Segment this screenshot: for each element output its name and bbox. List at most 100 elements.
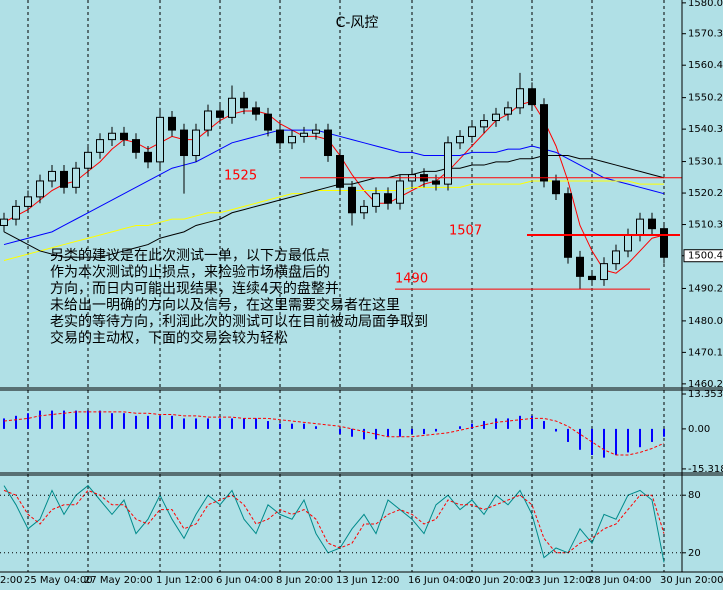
- candle-body: [36, 180, 44, 198]
- candle-body: [12, 205, 20, 220]
- candle-body: [432, 180, 440, 185]
- y-tick-label: 20: [688, 548, 701, 559]
- candle-body: [444, 142, 452, 185]
- y-tick-label: 1490.20: [688, 283, 723, 294]
- x-tick-label: 6 Jun 04:00: [216, 575, 273, 586]
- y-tick-label: 1580.00: [688, 0, 723, 9]
- candle-body: [648, 218, 656, 230]
- annotation: 另类的建议是在此次测试一单，以下方最低点: [50, 248, 330, 264]
- y-tick-label: -15.318: [688, 464, 723, 475]
- y-tick-label: 1520.20: [688, 188, 723, 199]
- annotation: 老实的等待方向，利润此次的测试可以在目前被动局面争取到: [50, 313, 428, 330]
- stochastic-line: [3, 484, 665, 563]
- moving-average: [3, 129, 665, 246]
- candle-body: [132, 139, 140, 153]
- candle-body: [216, 110, 224, 118]
- y-tick-label: 0.00: [688, 424, 710, 435]
- candle-body: [480, 120, 488, 128]
- annotation: 方向，而日内可能出现结果，连续4天的盘整并: [50, 280, 339, 297]
- stochastic-line: [3, 489, 665, 554]
- candle-body: [156, 116, 164, 163]
- x-tick-label: 28 Jun 04:00: [588, 575, 652, 586]
- y-tick-label: 1570.30: [688, 29, 723, 40]
- annotation: 未给出一明确的方向以及信号，在这里需要交易者在这里: [50, 297, 400, 314]
- candle-body: [360, 205, 368, 214]
- candle-body: [108, 132, 116, 141]
- candle-body: [612, 250, 620, 265]
- x-tick-label: 23 Jun 12:00: [528, 575, 592, 586]
- candle-body: [228, 97, 236, 118]
- y-tick-label: 1470.10: [688, 347, 723, 358]
- moving-average: [3, 155, 665, 258]
- candle-body: [576, 256, 584, 277]
- candle-body: [204, 110, 212, 131]
- x-tick-label: 2:00: [0, 575, 22, 586]
- y-tick-label: 1540.30: [688, 124, 723, 135]
- candle-body: [120, 132, 128, 141]
- annotation: 交易的主动权，下面的交易会较为轻松: [50, 330, 288, 347]
- y-tick-label: 13.353: [688, 389, 723, 400]
- candle-body: [168, 116, 176, 131]
- candle-body: [84, 151, 92, 169]
- y-tick-label: 1460.20: [688, 379, 723, 390]
- signal-line: [3, 411, 665, 456]
- candle-body: [336, 155, 344, 188]
- candle-body: [48, 170, 56, 182]
- candle-body: [636, 218, 644, 236]
- candle-body: [192, 129, 200, 157]
- annotation: 作为本次测试的止损点，来检验市场横盘后的: [50, 264, 330, 281]
- candle-body: [372, 193, 380, 207]
- candle-body: [624, 234, 632, 252]
- y-tick-label: 1500.49: [688, 251, 723, 262]
- candle-body: [348, 186, 356, 214]
- x-tick-label: 1 Jun 12:00: [156, 575, 213, 586]
- candle-body: [0, 218, 8, 226]
- y-tick-label: 1560.40: [688, 60, 723, 71]
- x-tick-label: 8 Jun 20:00: [276, 575, 333, 586]
- x-tick-label: 20 Jun 20:00: [468, 575, 532, 586]
- candle-body: [240, 97, 248, 109]
- candle-body: [24, 196, 32, 207]
- level-label: 1490: [395, 272, 428, 287]
- candle-body: [600, 263, 608, 281]
- candle-body: [180, 129, 188, 157]
- y-tick-label: 80: [688, 490, 701, 501]
- candle-body: [588, 275, 596, 281]
- x-tick-label: 13 Jun 12:00: [336, 575, 400, 586]
- level-label: 1525: [224, 169, 257, 184]
- x-tick-label: 16 Jun 04:00: [408, 575, 472, 586]
- moving-average: [3, 100, 665, 274]
- candle-body: [324, 129, 332, 157]
- candle-body: [468, 126, 476, 137]
- y-tick-label: 1530.10: [688, 157, 723, 168]
- candle-body: [504, 107, 512, 115]
- current-price-box: [683, 249, 723, 263]
- y-tick-label: 1510.30: [688, 220, 723, 231]
- candle-body: [516, 88, 524, 109]
- candle-body: [144, 151, 152, 163]
- level-label: 1507: [449, 224, 482, 239]
- candle-body: [312, 129, 320, 134]
- candle-body: [456, 135, 464, 144]
- candle-body: [60, 170, 68, 188]
- candle-body: [492, 113, 500, 122]
- candle-body: [96, 139, 104, 153]
- candle-body: [384, 193, 392, 204]
- candle-body: [276, 129, 284, 144]
- candle-body: [396, 180, 404, 204]
- x-tick-label: 30 Jun 20:00: [660, 575, 723, 586]
- y-tick-label: 1550.20: [688, 93, 723, 104]
- candle-body: [528, 88, 536, 106]
- y-tick-label: 1480.00: [688, 316, 723, 327]
- candle-body: [660, 228, 668, 258]
- x-tick-label: 27 May 20:00: [84, 575, 153, 586]
- candle-body: [252, 107, 260, 115]
- candle-body: [300, 132, 308, 137]
- candle-body: [540, 104, 548, 182]
- chart-title: C-风控: [336, 15, 379, 31]
- candle-body: [564, 193, 572, 258]
- candle-body: [264, 113, 272, 131]
- candle-body: [72, 167, 80, 188]
- x-tick-label: 25 May 04:00: [24, 575, 93, 586]
